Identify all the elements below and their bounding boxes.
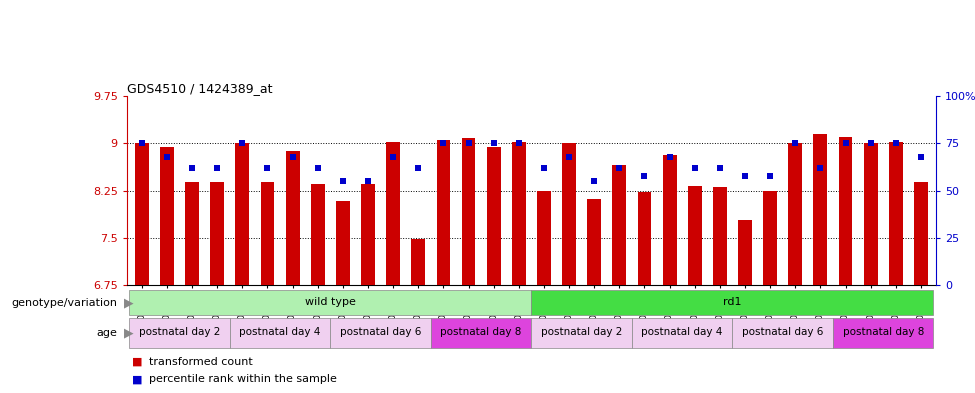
Bar <box>531 318 632 348</box>
Text: ■: ■ <box>132 374 145 384</box>
Text: postnatal day 8: postnatal day 8 <box>441 327 522 338</box>
Bar <box>311 184 325 285</box>
Point <box>562 154 577 160</box>
Bar <box>813 134 828 285</box>
Text: postnatal day 2: postnatal day 2 <box>138 327 220 338</box>
Point <box>863 140 878 147</box>
Bar <box>130 290 531 315</box>
Bar <box>563 143 576 285</box>
Text: wild type: wild type <box>305 297 356 307</box>
Text: postnatal day 4: postnatal day 4 <box>642 327 722 338</box>
Point <box>410 165 426 171</box>
Point <box>637 173 652 179</box>
Bar <box>135 143 149 285</box>
Point <box>235 140 251 147</box>
Point <box>888 140 904 147</box>
Point <box>662 154 678 160</box>
Bar <box>632 318 732 348</box>
Bar <box>687 186 702 285</box>
Text: postnatal day 2: postnatal day 2 <box>541 327 622 338</box>
Bar <box>386 141 400 285</box>
Text: ■: ■ <box>132 356 145 367</box>
Text: ▶: ▶ <box>124 327 134 340</box>
Bar <box>487 147 500 285</box>
Bar <box>587 199 602 285</box>
Point <box>285 154 300 160</box>
Bar <box>789 143 802 285</box>
Bar <box>713 187 726 285</box>
Bar <box>286 151 299 285</box>
Point <box>586 178 602 184</box>
Text: percentile rank within the sample: percentile rank within the sample <box>149 374 337 384</box>
Bar <box>361 184 375 285</box>
Point <box>762 173 778 179</box>
Point <box>788 140 803 147</box>
Point <box>812 165 828 171</box>
Text: genotype/variation: genotype/variation <box>11 298 117 308</box>
Point <box>511 140 526 147</box>
Bar <box>638 193 651 285</box>
Point <box>310 165 326 171</box>
Point <box>687 165 703 171</box>
Bar <box>512 142 526 285</box>
Point <box>486 140 501 147</box>
Bar <box>663 155 677 285</box>
Bar <box>260 182 274 285</box>
Bar <box>537 191 551 285</box>
Point <box>210 165 225 171</box>
Point <box>360 178 375 184</box>
Point <box>259 165 275 171</box>
Point <box>385 154 401 160</box>
Bar <box>185 182 199 285</box>
Point <box>737 173 753 179</box>
Bar <box>437 140 450 285</box>
Text: rd1: rd1 <box>723 297 742 307</box>
Text: postnatal day 8: postnatal day 8 <box>842 327 924 338</box>
Bar <box>612 165 626 285</box>
Bar <box>411 239 425 285</box>
Bar <box>838 137 852 285</box>
Point <box>712 165 727 171</box>
Bar <box>211 182 224 285</box>
Bar <box>914 182 928 285</box>
Point <box>159 154 175 160</box>
Point <box>536 165 552 171</box>
Point <box>184 165 200 171</box>
Bar <box>763 191 777 285</box>
Text: postnatal day 4: postnatal day 4 <box>240 327 321 338</box>
Text: GDS4510 / 1424389_at: GDS4510 / 1424389_at <box>127 82 272 95</box>
Bar <box>160 147 174 285</box>
Bar <box>461 138 476 285</box>
Point <box>611 165 627 171</box>
Point <box>838 140 853 147</box>
Text: ▶: ▶ <box>124 296 134 309</box>
Text: postnatal day 6: postnatal day 6 <box>742 327 823 338</box>
Bar <box>230 318 331 348</box>
Bar <box>431 318 531 348</box>
Bar <box>833 318 933 348</box>
Text: postnatal day 6: postnatal day 6 <box>340 327 421 338</box>
Bar <box>732 318 833 348</box>
Bar <box>336 201 350 285</box>
Bar <box>889 142 903 285</box>
Point <box>134 140 149 147</box>
Text: age: age <box>97 328 117 338</box>
Point <box>461 140 477 147</box>
Bar <box>130 318 230 348</box>
Point <box>436 140 451 147</box>
Bar <box>531 290 933 315</box>
Bar <box>331 318 431 348</box>
Bar <box>235 143 250 285</box>
Text: transformed count: transformed count <box>149 356 253 367</box>
Point <box>335 178 351 184</box>
Bar <box>738 220 752 285</box>
Bar <box>864 143 878 285</box>
Point <box>914 154 929 160</box>
